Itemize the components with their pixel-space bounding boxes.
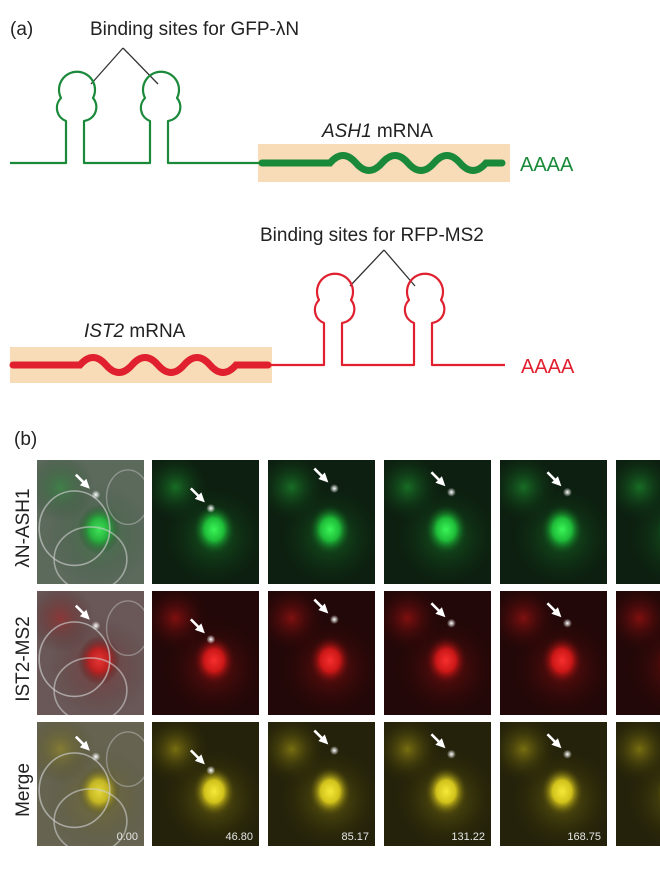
gfp-pointer-line-left [90, 47, 124, 85]
row-label-ist2: IST2-MS2 [13, 616, 34, 702]
mrna-particle [562, 618, 572, 628]
micrograph-frame [268, 722, 375, 846]
ash1-coding-region [258, 152, 506, 174]
micrograph-frame [616, 722, 660, 846]
micrograph-frame [152, 591, 259, 715]
mrna-particle [446, 749, 456, 759]
mrna-particle [91, 621, 101, 631]
ash1-mrna-label: ASH1 mRNA [321, 121, 433, 142]
row-label-ash1: λN-ASH1 [13, 488, 34, 567]
micrograph-frame [500, 460, 607, 584]
micrograph-frame [268, 591, 375, 715]
row-label-merge: Merge [13, 763, 34, 817]
ash1-polya-tail: AAAA [520, 154, 574, 176]
timestamp-label: 131.22 [451, 831, 485, 843]
panel-a-label: (a) [10, 19, 33, 40]
mrna-particle [206, 503, 216, 513]
panel-b-label: (b) [14, 429, 37, 450]
micrograph-frame [152, 722, 259, 846]
ist2-coding-region [9, 354, 272, 376]
mrna-particle [329, 615, 339, 625]
micrograph-frame [500, 591, 607, 715]
timestamp-label: 46.80 [225, 831, 253, 843]
micrograph-frame [616, 591, 660, 715]
gfp-pointer-line-right [122, 47, 159, 85]
mrna-particle [562, 487, 572, 497]
micrograph-grid: 0.00 46.80 85.17 131.22 168.75 [37, 460, 660, 846]
micrograph-frame [152, 460, 259, 584]
mrna-particle [91, 752, 101, 762]
micrograph-frame [384, 460, 491, 584]
mrna-particle [446, 487, 456, 497]
timestamp-label: 168.75 [567, 831, 601, 843]
micrograph-frame [37, 722, 144, 846]
rfp-binding-label: Binding sites for RFP-MS2 [260, 225, 484, 246]
rfp-pointer-line-right [383, 249, 416, 287]
mrna-particle [329, 746, 339, 756]
micrograph-frame [500, 722, 607, 846]
micrograph-frame [384, 591, 491, 715]
mrna-particle [206, 765, 216, 775]
ist2-polya-tail: AAAA [521, 356, 575, 378]
mrna-particle [329, 484, 339, 494]
mrna-particle [91, 490, 101, 500]
mrna-particle [206, 634, 216, 644]
micrograph-frame [37, 460, 144, 584]
mrna-particle [446, 618, 456, 628]
ash1-rna-line [10, 70, 262, 165]
micrograph-frame [268, 460, 375, 584]
ash1-construct: Binding sites for GFP-λN ASH1 mRNA AAAA [10, 19, 574, 182]
mrna-particle [562, 749, 572, 759]
panel-a: (a) Binding sites for GFP-λN ASH1 mRNA A… [9, 19, 575, 383]
gfp-binding-label: Binding sites for GFP-λN [90, 19, 299, 40]
rfp-pointer-line-left [349, 249, 385, 287]
micrograph-frame [37, 591, 144, 715]
timestamp-label: 85.17 [341, 831, 369, 843]
micrograph-frame [616, 460, 660, 584]
ist2-mrna-label: IST2 mRNA [84, 321, 186, 342]
ist2-rna-line [268, 272, 505, 367]
timestamp-label: 0.00 [117, 831, 138, 843]
ist2-construct: Binding sites for RFP-MS2 IST2 mRNA AAAA [9, 225, 575, 383]
micrograph-frame [384, 722, 491, 846]
panel-b: (b) λN-ASH1 IST2-MS2 Merge 0.00 46.80 85.1… [13, 429, 660, 846]
